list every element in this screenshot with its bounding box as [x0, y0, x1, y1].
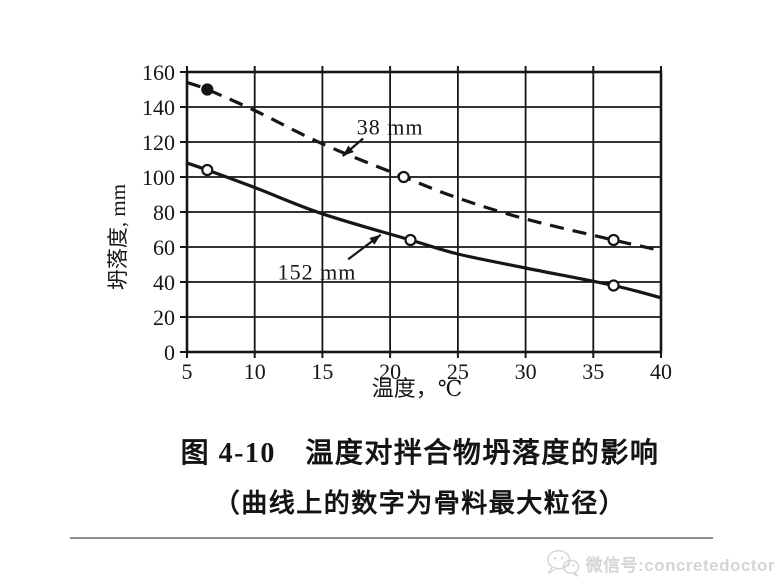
x-tick-label: 40	[650, 359, 672, 384]
y-tick-label: 100	[142, 165, 175, 190]
y-tick-label: 80	[153, 200, 175, 225]
y-tick-label: 160	[142, 60, 175, 85]
y-tick-label: 40	[153, 270, 175, 295]
slump-temperature-chart: 5 10 15 20 25 30 35 40 0 20 40 60 80 100 120 140 160 38 m…	[95, 55, 695, 420]
x-tick-label: 20	[379, 359, 401, 384]
curve-label-arrowhead	[369, 234, 381, 245]
curve-label-arrowhead	[342, 145, 354, 156]
x-tick-label: 10	[244, 359, 266, 384]
x-axis-title: 温度，℃	[372, 376, 463, 401]
y-tick-label: 0	[164, 340, 175, 365]
x-tick-label: 30	[515, 359, 537, 384]
x-tick-label: 35	[582, 359, 604, 384]
curve-label-38mm: 38 mm	[357, 114, 424, 139]
figure-caption-line2: （曲线上的数字为骨料最大粒径）	[213, 489, 627, 518]
figure-caption-line1: 图 4-10 温度对拌合物坍落度的影响	[180, 438, 660, 469]
chart-canvas: 5 10 15 20 25 30 35 40 0 20 40 60 80 100 120 140 160 38 m…	[106, 60, 672, 401]
y-tick-label: 20	[153, 305, 175, 330]
x-tick-label: 5	[182, 359, 193, 384]
y-tick-label: 60	[153, 235, 175, 260]
wechat-id-text: 微信号:concretedoctor	[585, 555, 775, 575]
data-point-152mm	[201, 163, 214, 177]
data-point-38mm	[607, 233, 620, 247]
data-point-38mm	[201, 83, 214, 96]
data-point-152mm	[404, 233, 417, 247]
wechat-watermark: 微信号:concretedoctor	[546, 547, 775, 579]
curve-label-152mm: 152 mm	[278, 260, 357, 285]
wechat-icon	[546, 550, 579, 577]
y-tick-label: 120	[142, 130, 175, 155]
curve-152mm	[186, 161, 662, 300]
x-tick-label: 25	[447, 359, 469, 384]
data-point-38mm	[397, 170, 410, 184]
x-tick-label: 15	[311, 359, 333, 384]
plot-border	[185, 70, 663, 354]
footer-divider	[70, 537, 713, 539]
y-tick-label: 140	[142, 95, 175, 120]
figure-caption: 图 4-10 温度对拌合物坍落度的影响 （曲线上的数字为骨料最大粒径）	[58, 431, 782, 520]
data-point-152mm	[607, 279, 620, 292]
y-axis-title: 坍落度, mm	[106, 184, 130, 290]
